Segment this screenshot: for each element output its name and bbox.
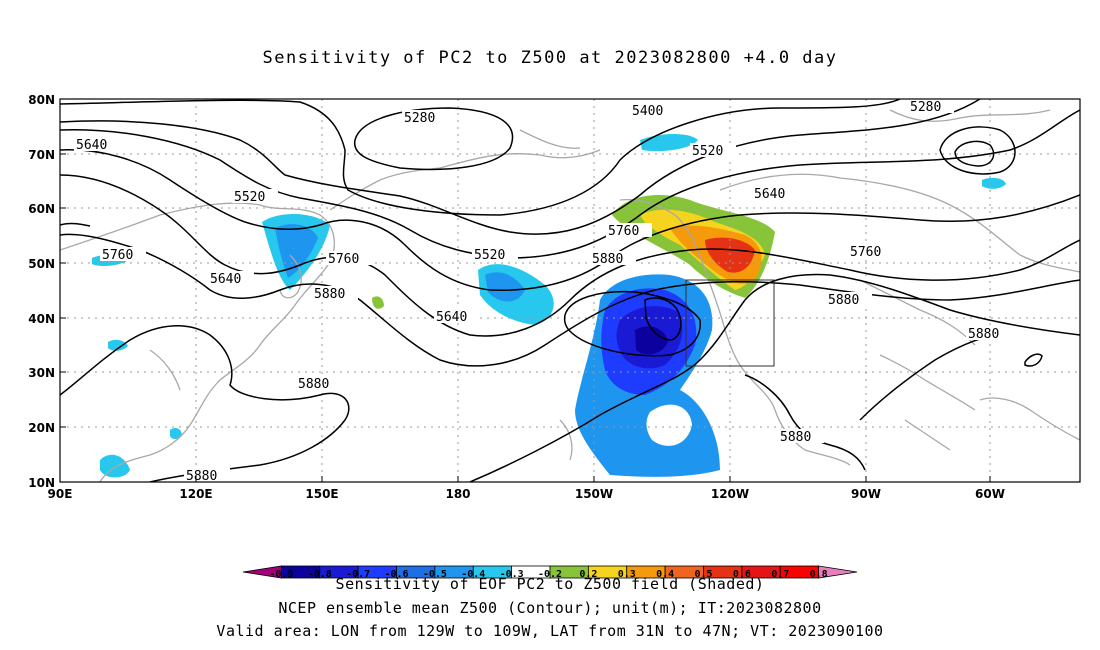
lat-tick-label: 40N: [28, 312, 55, 326]
contour-label: 5760: [850, 245, 881, 260]
colorbar-label: 0.7: [771, 569, 789, 580]
colorbar-label: -0.7: [346, 569, 370, 580]
contour-b: [60, 109, 1080, 259]
lat-axis: 80N 70N 60N 50N 40N 30N 20N 10N: [28, 93, 55, 490]
contour-label: 5280: [910, 100, 941, 115]
colorbar-label: -0.5: [423, 569, 447, 580]
shade-white-hole: [646, 404, 692, 446]
colorbar-label: 0.2: [579, 569, 597, 580]
coastlines: [60, 109, 1080, 482]
shade-cyan-arctic: [640, 134, 698, 152]
lat-tick-label: 80N: [28, 93, 55, 107]
shade-cyan-tropic3: [108, 339, 128, 351]
lat-tick-label: 70N: [28, 148, 55, 162]
lat-tick-label: 60N: [28, 202, 55, 216]
contour-5640-left: [60, 222, 91, 227]
contour-label-group: 5280 5400 5280 5640 5520 5520 5640 5760 …: [74, 99, 1012, 484]
lon-tick-label: 120W: [711, 487, 749, 501]
colorbar-label: -0.3: [500, 569, 524, 580]
caption-contour: NCEP ensemble mean Z500 (Contour); unit(…: [278, 599, 822, 617]
lat-tick-label: 30N: [28, 366, 55, 380]
contour-5280-east2: [954, 140, 995, 167]
contour-a: [60, 99, 981, 235]
contour-label: 5640: [76, 138, 107, 153]
contour-label: 5520: [692, 144, 723, 159]
colorbar-label: -0.8: [308, 569, 332, 580]
shade-cyan-hudson: [982, 177, 1006, 189]
shade-darknavy-pacific: [635, 326, 668, 355]
shade-green-small: [372, 296, 384, 309]
shade-blue-dateline: [485, 272, 525, 302]
contour-label: 5880: [592, 252, 623, 267]
shade-cyan-tropic1: [100, 454, 130, 478]
colorbar-label: -0.6: [384, 569, 408, 580]
lon-tick-label: 150W: [575, 487, 613, 501]
caption-valid-area: Valid area: LON from 129W to 109W, LAT f…: [216, 622, 884, 640]
contour-label: 5880: [314, 287, 345, 302]
lon-tick-label: 60W: [975, 487, 1005, 501]
contour-5880-inner: [644, 297, 682, 341]
colorbar-label: 0.6: [733, 569, 751, 580]
contour-label: 5520: [234, 190, 265, 205]
contour-label: 5880: [828, 293, 859, 308]
colorbar-label: -0.2: [538, 569, 562, 580]
colorbar-label: 0.5: [694, 569, 712, 580]
lat-tick-label: 50N: [28, 257, 55, 271]
plot-area: [60, 99, 1080, 482]
lat-tick-label: 20N: [28, 421, 55, 435]
contour-5280-east: [939, 126, 1016, 175]
shade-cyan-tropic4: [170, 428, 182, 439]
shade-blue-japan: [275, 224, 318, 278]
contour-label: 5280: [404, 111, 435, 126]
lon-tick-label: 180: [445, 487, 470, 501]
shade-red-canada: [705, 237, 755, 273]
contour-label: 5880: [186, 469, 217, 484]
colorbar-label: 0.4: [656, 569, 674, 580]
contour-label: 5640: [210, 272, 241, 287]
contour-label: 5520: [474, 248, 505, 263]
colorbar-label: -0.9: [269, 569, 293, 580]
contour-label: 5400: [632, 104, 663, 119]
caption-shading: Sensitivity of EOF PC2 to Z500 field (Sh…: [335, 575, 765, 593]
contour-label: 5760: [328, 252, 359, 267]
colorbar-swatch: [818, 565, 858, 579]
lon-tick-label: 90E: [48, 487, 73, 501]
contour-5880-closed: [563, 290, 701, 357]
lon-tick-label: 90W: [851, 487, 881, 501]
contour-d: [60, 174, 1080, 337]
colorbar: -0.9 -0.8 -0.7 -0.6 -0.5 -0.4 -0.3 -0.2 0.2 0.3 0.…: [242, 565, 858, 580]
colorbar-label: -0.4: [461, 569, 485, 580]
lat-tick-label: 10N: [28, 476, 55, 490]
contour-5880-blob: [1024, 353, 1043, 367]
colorbar-label: 0.3: [618, 569, 636, 580]
colorbar-label: 0.8: [810, 569, 828, 580]
lon-tick-label: 150E: [305, 487, 338, 501]
contour-label: 5640: [754, 187, 785, 202]
lon-axis: 90E 120E 150E 180 150W 120W 90W 60W: [48, 487, 1005, 501]
contour-c: [60, 149, 1080, 291]
plot-frame: [59, 98, 1081, 483]
contour-5400: [60, 99, 901, 216]
contour-5880-pacific: [469, 273, 1080, 482]
contour-label: 5880: [780, 430, 811, 445]
contour-label: 5640: [436, 310, 467, 325]
contour-label: 5760: [608, 224, 639, 239]
contour-label: 5880: [968, 327, 999, 342]
contour-label: 5880: [298, 377, 329, 392]
map-title: Sensitivity of PC2 to Z500 at 2023082800…: [262, 48, 838, 68]
valid-area-box: [685, 279, 775, 367]
frame-ticks: [60, 153, 991, 482]
contour-5880-main: [60, 325, 350, 482]
contour-label: 5760: [102, 248, 133, 263]
lon-tick-label: 120E: [179, 487, 212, 501]
